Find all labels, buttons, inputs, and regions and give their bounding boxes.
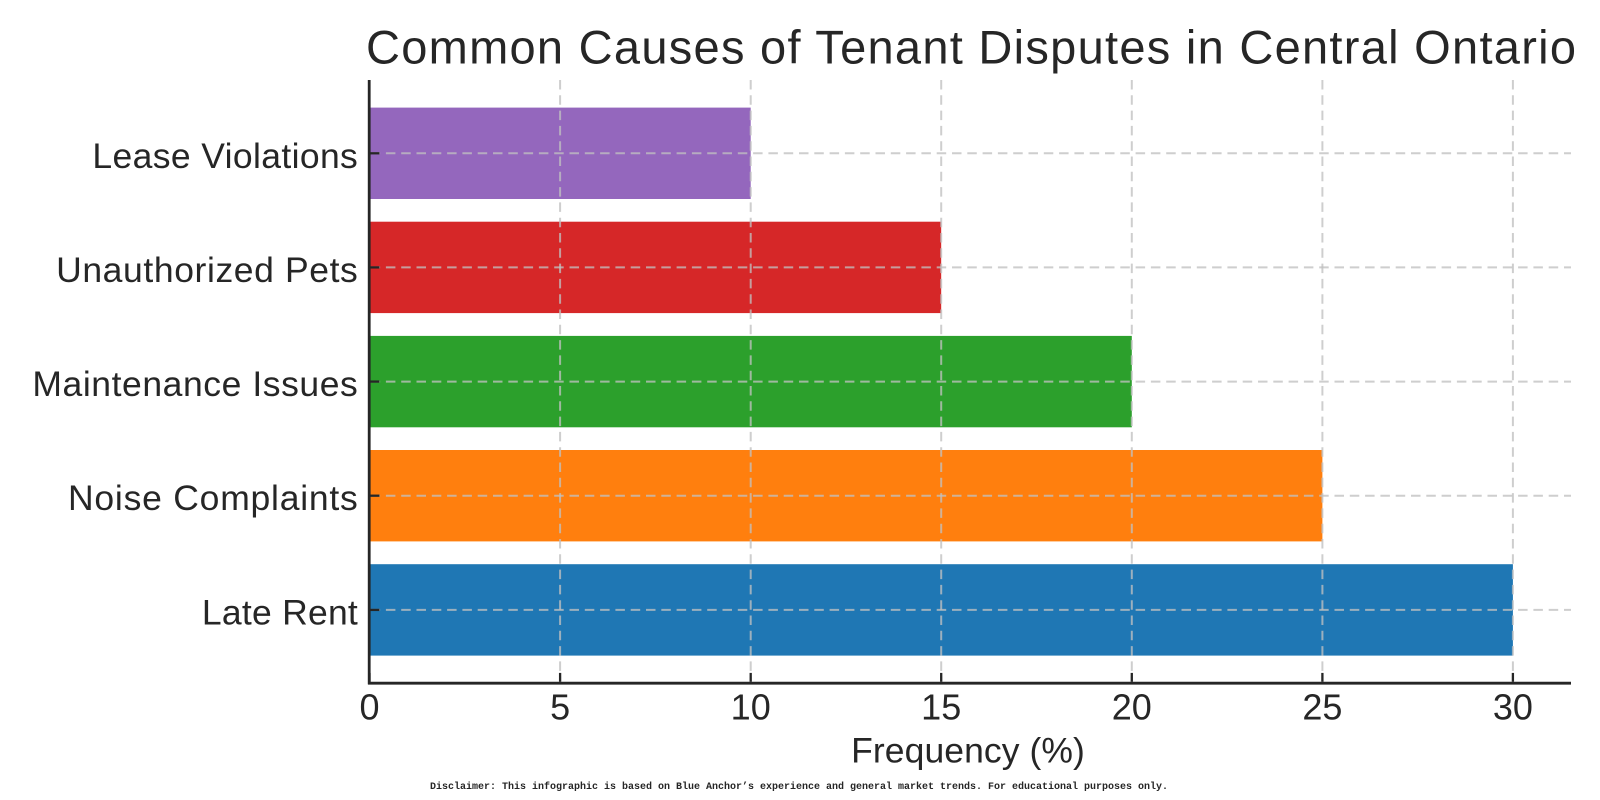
svg-text:Common Causes of Tenant Disput: Common Causes of Tenant Disputes in Cent… — [366, 21, 1576, 74]
svg-text:Frequency (%): Frequency (%) — [851, 731, 1085, 771]
svg-text:25: 25 — [1302, 687, 1342, 728]
svg-text:Unauthorized Pets: Unauthorized Pets — [56, 250, 358, 290]
svg-text:Disclaimer: This infographic i: Disclaimer: This infographic is based on… — [430, 781, 1168, 793]
svg-text:Noise Complaints: Noise Complaints — [68, 478, 358, 518]
svg-text:Maintenance Issues: Maintenance Issues — [32, 364, 357, 404]
svg-text:20: 20 — [1112, 687, 1152, 728]
svg-text:10: 10 — [731, 687, 771, 728]
svg-text:Late Rent: Late Rent — [202, 592, 358, 632]
svg-text:Lease Violations: Lease Violations — [92, 136, 357, 176]
svg-text:0: 0 — [359, 687, 379, 728]
svg-text:15: 15 — [921, 687, 961, 728]
svg-text:5: 5 — [550, 687, 570, 728]
svg-text:30: 30 — [1493, 687, 1533, 728]
